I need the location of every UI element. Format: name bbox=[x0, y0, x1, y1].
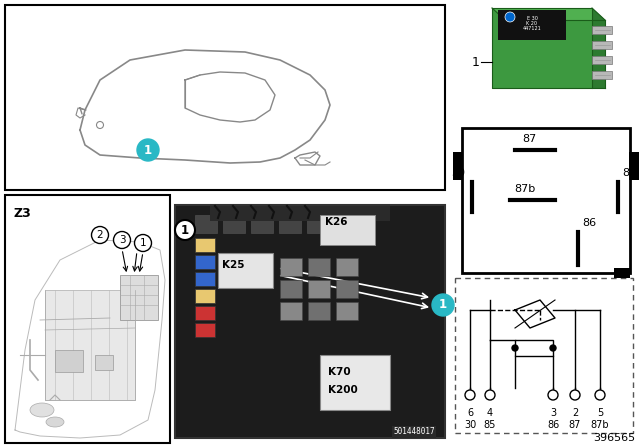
Bar bbox=[120, 275, 158, 320]
Text: 501448017: 501448017 bbox=[394, 427, 435, 436]
Bar bbox=[336, 280, 358, 298]
Text: K70: K70 bbox=[328, 367, 351, 377]
Text: 86: 86 bbox=[547, 420, 559, 430]
Bar bbox=[195, 323, 215, 337]
Bar bbox=[195, 289, 215, 303]
Text: 2: 2 bbox=[572, 408, 578, 418]
Bar bbox=[210, 206, 390, 221]
Bar bbox=[308, 302, 330, 320]
Polygon shape bbox=[592, 8, 605, 88]
Text: 86: 86 bbox=[582, 218, 596, 228]
Text: 2: 2 bbox=[97, 230, 103, 240]
Bar bbox=[462, 128, 630, 273]
Text: 1: 1 bbox=[472, 56, 480, 69]
Bar bbox=[280, 302, 302, 320]
Bar bbox=[195, 215, 217, 233]
Text: 396565: 396565 bbox=[593, 433, 635, 443]
Bar bbox=[95, 355, 113, 370]
Bar bbox=[279, 215, 301, 233]
Polygon shape bbox=[492, 8, 605, 20]
Bar bbox=[195, 238, 215, 252]
Bar bbox=[336, 258, 358, 276]
Bar bbox=[629, 152, 639, 180]
Text: 3: 3 bbox=[118, 235, 125, 245]
Bar bbox=[280, 280, 302, 298]
Circle shape bbox=[134, 234, 152, 251]
Bar bbox=[280, 258, 302, 276]
Text: 6: 6 bbox=[467, 408, 473, 418]
Bar bbox=[55, 350, 83, 372]
Circle shape bbox=[175, 220, 195, 240]
Bar bbox=[5, 195, 170, 443]
Circle shape bbox=[113, 232, 131, 249]
Bar bbox=[453, 152, 463, 180]
Text: 87: 87 bbox=[569, 420, 581, 430]
Circle shape bbox=[465, 390, 475, 400]
Bar bbox=[175, 205, 445, 438]
Bar bbox=[308, 280, 330, 298]
Bar bbox=[307, 215, 329, 233]
Bar bbox=[455, 278, 633, 433]
Bar bbox=[308, 258, 330, 276]
Text: 5: 5 bbox=[597, 408, 603, 418]
Text: 1: 1 bbox=[140, 238, 147, 248]
Text: K 20: K 20 bbox=[527, 21, 538, 26]
Circle shape bbox=[432, 294, 454, 316]
Circle shape bbox=[137, 139, 159, 161]
Bar bbox=[614, 268, 630, 278]
Bar bbox=[320, 215, 375, 245]
Bar bbox=[195, 272, 215, 286]
Bar bbox=[592, 26, 612, 34]
Bar bbox=[195, 255, 215, 269]
Text: 30: 30 bbox=[451, 168, 465, 178]
Bar bbox=[223, 215, 245, 233]
Text: 85: 85 bbox=[484, 420, 496, 430]
Bar bbox=[492, 8, 592, 88]
Text: 87b: 87b bbox=[591, 420, 609, 430]
Bar bbox=[515, 340, 553, 356]
Bar bbox=[592, 56, 612, 64]
Text: K200: K200 bbox=[328, 385, 358, 395]
Bar bbox=[195, 306, 215, 320]
Bar bbox=[218, 253, 273, 288]
Text: 30: 30 bbox=[464, 420, 476, 430]
Text: 87b: 87b bbox=[514, 184, 535, 194]
Text: E 30: E 30 bbox=[527, 16, 538, 21]
Bar bbox=[592, 71, 612, 79]
Circle shape bbox=[505, 12, 515, 22]
Text: 1: 1 bbox=[144, 143, 152, 156]
Circle shape bbox=[485, 390, 495, 400]
Circle shape bbox=[97, 121, 104, 129]
Ellipse shape bbox=[30, 403, 54, 417]
Bar bbox=[5, 5, 445, 190]
Circle shape bbox=[570, 390, 580, 400]
Bar bbox=[320, 355, 390, 410]
Ellipse shape bbox=[46, 417, 64, 427]
Text: 87: 87 bbox=[522, 134, 536, 144]
Text: K26: K26 bbox=[325, 217, 348, 227]
Text: 1: 1 bbox=[181, 224, 189, 237]
Text: 447121: 447121 bbox=[523, 26, 541, 31]
Text: K25: K25 bbox=[222, 260, 244, 270]
Bar bbox=[498, 10, 566, 40]
Text: 85: 85 bbox=[622, 168, 636, 178]
Circle shape bbox=[595, 390, 605, 400]
Bar bbox=[336, 302, 358, 320]
Circle shape bbox=[92, 227, 109, 244]
Text: 4: 4 bbox=[487, 408, 493, 418]
Circle shape bbox=[550, 345, 556, 351]
Bar bbox=[45, 290, 135, 400]
Text: Z3: Z3 bbox=[14, 207, 32, 220]
Text: 1: 1 bbox=[439, 298, 447, 311]
Bar bbox=[251, 215, 273, 233]
Circle shape bbox=[548, 390, 558, 400]
Bar bbox=[592, 41, 612, 49]
Text: 3: 3 bbox=[550, 408, 556, 418]
Circle shape bbox=[512, 345, 518, 351]
